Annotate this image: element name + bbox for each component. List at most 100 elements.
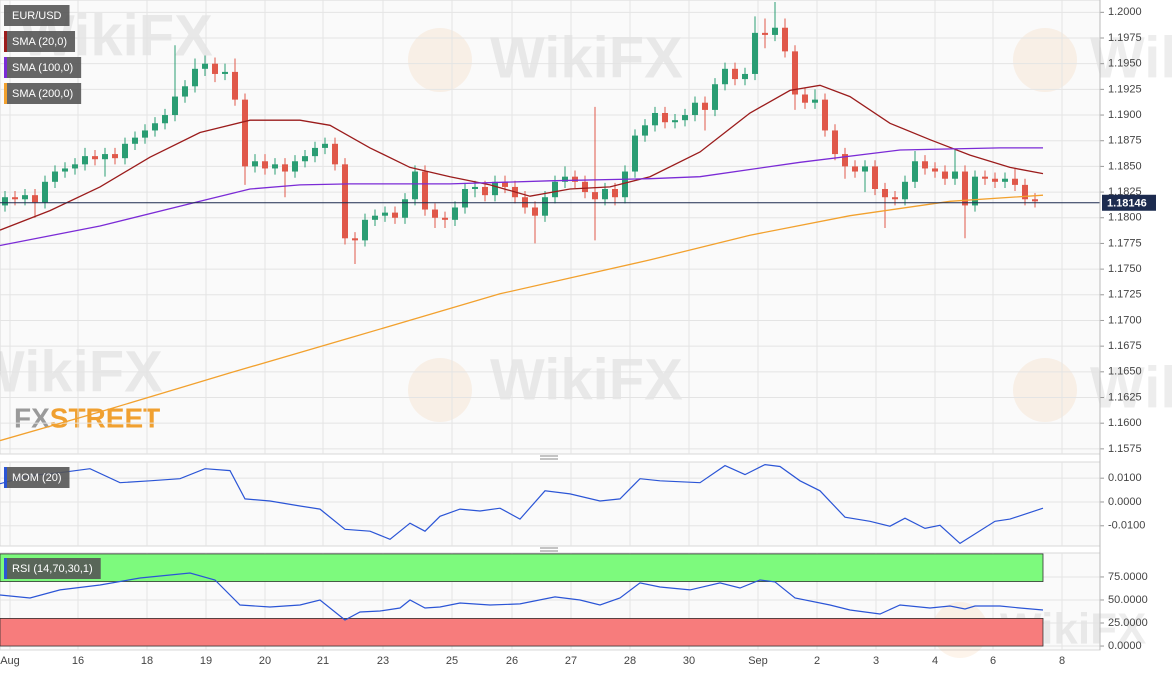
candle-body: [452, 207, 458, 220]
x-tick-label: 8: [1059, 655, 1065, 667]
candle-body: [52, 171, 58, 182]
candle-body: [82, 156, 88, 165]
candle-body: [622, 171, 628, 198]
x-tick-label: 4: [932, 655, 938, 667]
y-tick-label: 75.0000: [1108, 571, 1148, 583]
candle-body: [772, 27, 778, 35]
panel-grip[interactable]: [540, 455, 558, 460]
candle-body: [822, 99, 828, 131]
candle-body: [482, 186, 488, 196]
candle-body: [712, 84, 718, 110]
candle-body: [912, 161, 918, 182]
candle-body: [422, 171, 428, 210]
watermark: WikiFX: [490, 347, 683, 412]
candle-body: [312, 147, 318, 157]
candle-body: [572, 176, 578, 182]
candle-body: [122, 143, 128, 159]
candle-body: [432, 209, 438, 218]
candle-body: [972, 176, 978, 206]
candle-body: [882, 188, 888, 198]
panel-grip[interactable]: [540, 547, 558, 552]
candle-body: [152, 123, 158, 131]
candle-body: [722, 68, 728, 85]
candle-body: [902, 181, 908, 200]
mom-panel: [0, 461, 1101, 547]
legend-swatch: [4, 31, 7, 52]
candle-body: [132, 137, 138, 144]
candle-body: [232, 71, 238, 100]
legend-box: [4, 558, 101, 579]
candle-body: [502, 181, 508, 187]
y-tick-label: 1.1875: [1108, 135, 1142, 147]
x-tick-label: 3: [873, 655, 879, 667]
candle-body: [92, 156, 98, 160]
candle-body: [202, 63, 208, 69]
legend-label: SMA (20,0): [12, 36, 67, 48]
candle-body: [802, 94, 808, 103]
y-tick-label: 1.1850: [1108, 160, 1142, 172]
x-tick-label: 26: [506, 655, 518, 667]
y-tick-label: 50.0000: [1108, 594, 1148, 606]
watermark-logo: [1013, 28, 1077, 92]
candle-body: [1012, 178, 1018, 185]
candle-body: [682, 115, 688, 121]
x-tick-label: 16: [72, 655, 84, 667]
candle-body: [302, 156, 308, 162]
legend-swatch: [4, 83, 7, 104]
x-tick-label: 23: [377, 655, 389, 667]
legend-box: [4, 5, 70, 26]
candle-body: [782, 27, 788, 52]
candle-body: [342, 164, 348, 239]
candle-body: [942, 171, 948, 179]
x-tick-label: 6: [990, 655, 996, 667]
candle-body: [832, 130, 838, 155]
y-tick-label: 1.1725: [1108, 289, 1142, 301]
candle-body: [862, 166, 868, 172]
legend-box: [4, 57, 82, 78]
candle-body: [612, 188, 618, 198]
candle-body: [212, 63, 218, 74]
candle-body: [32, 195, 38, 203]
candle-body: [742, 73, 748, 80]
rsi-band: [0, 553, 1044, 582]
y-tick-label: 0.0000: [1108, 640, 1142, 652]
candle-body: [702, 102, 708, 110]
watermark-logo: [408, 358, 472, 422]
y-tick-label: 1.1900: [1108, 109, 1142, 121]
candle-body: [1032, 199, 1038, 202]
y-tick-label: 1.2000: [1108, 6, 1142, 18]
x-tick-label: Aug: [0, 655, 20, 667]
candle-body: [62, 168, 68, 172]
candle-body: [602, 188, 608, 200]
candle-body: [562, 176, 568, 182]
candle-body: [22, 195, 28, 200]
x-tick-label: 21: [317, 655, 329, 667]
candle-body: [362, 219, 368, 241]
candle-body: [72, 164, 78, 169]
x-tick-label: 19: [200, 655, 212, 667]
y-tick-label: 0.0100: [1108, 472, 1142, 484]
legend-swatch: [4, 467, 7, 488]
candle-body: [372, 215, 378, 220]
y-tick-label: 1.1775: [1108, 237, 1142, 249]
rsi-band: [0, 618, 1044, 647]
y-tick-label: 25.0000: [1108, 617, 1148, 629]
candle-body: [952, 171, 958, 179]
candle-body: [642, 125, 648, 136]
y-tick-label: 0.0000: [1108, 496, 1142, 508]
candle-body: [472, 186, 478, 189]
candle-body: [182, 86, 188, 97]
candle-body: [592, 192, 598, 200]
logo: FX: [14, 402, 50, 433]
candle-body: [352, 238, 358, 241]
x-tick-label: Sep: [748, 655, 768, 667]
candle-body: [872, 166, 878, 189]
candle-body: [812, 99, 818, 103]
last-price-label: 1.18146: [1107, 198, 1147, 210]
candle-body: [142, 130, 148, 138]
candle-body: [892, 197, 898, 200]
candle-body: [492, 181, 498, 196]
moving-average-line: [0, 194, 1044, 442]
moving-average-line: [0, 84, 1044, 231]
